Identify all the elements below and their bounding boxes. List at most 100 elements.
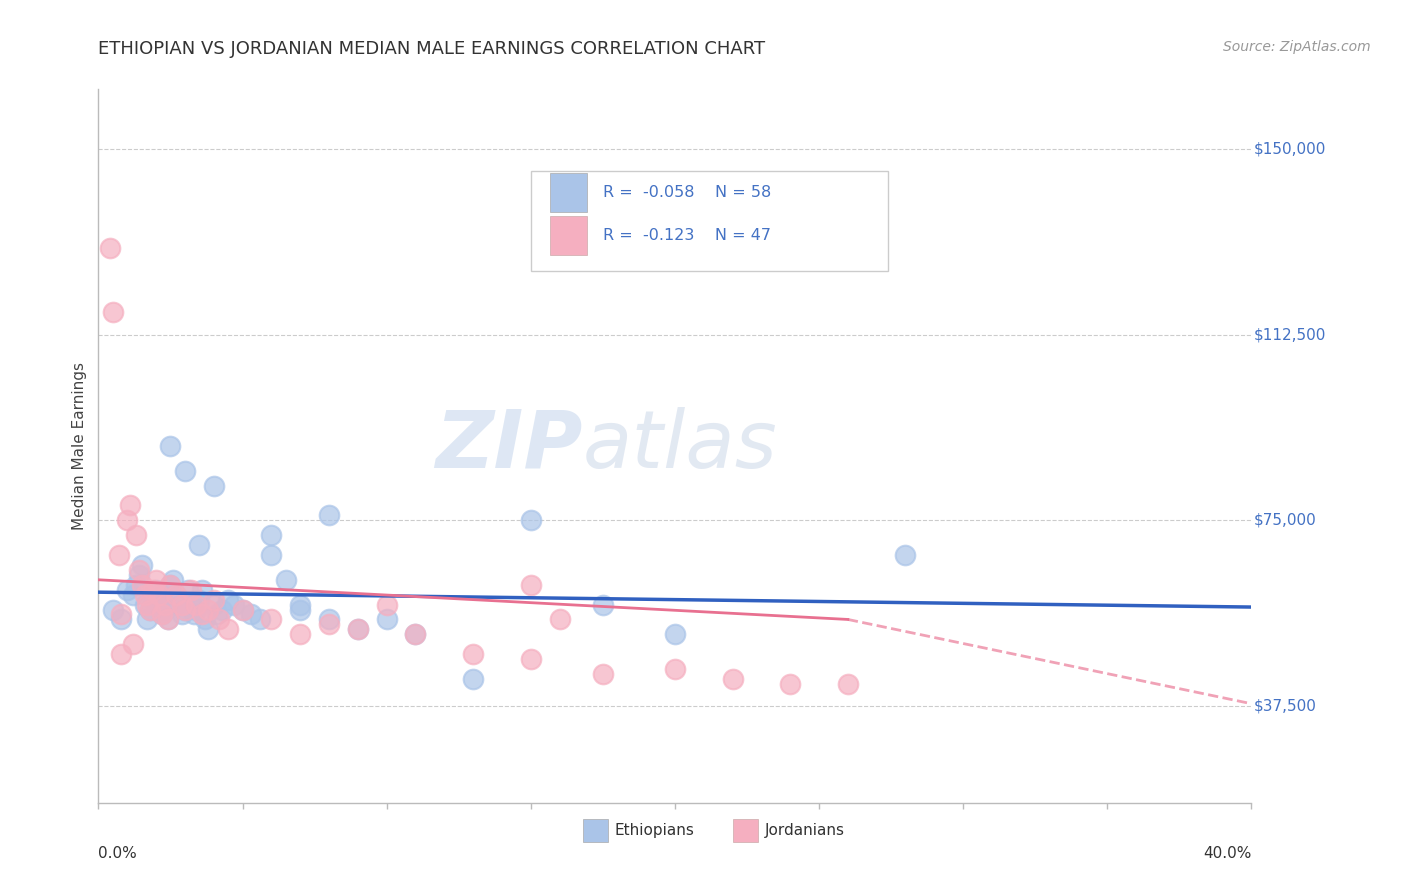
Point [125, 528, 148, 542]
Point [188, 538, 211, 552]
Point [290, 602, 312, 616]
Point [202, 592, 225, 607]
Point [202, 598, 225, 612]
Point [548, 612, 571, 626]
Text: R =  -0.123    N = 47: R = -0.123 N = 47 [603, 228, 772, 243]
Point [894, 548, 917, 562]
Point [162, 573, 184, 587]
Point [180, 582, 202, 597]
Point [222, 598, 245, 612]
Point [174, 602, 197, 616]
Point [174, 464, 197, 478]
Point [117, 513, 138, 527]
Bar [733, 819, 758, 842]
Point [779, 677, 801, 691]
Point [346, 623, 368, 637]
Point [177, 582, 200, 597]
Point [150, 588, 173, 602]
Text: $37,500: $37,500 [1254, 698, 1316, 714]
Point [150, 607, 173, 622]
Point [131, 578, 153, 592]
Point [231, 602, 254, 616]
Point [405, 627, 427, 641]
Point [142, 582, 165, 597]
Point [188, 592, 211, 607]
Point [134, 598, 156, 612]
Point [520, 578, 543, 592]
Point [260, 548, 283, 562]
Point [290, 627, 312, 641]
Point [139, 602, 162, 616]
Point [150, 607, 173, 622]
Point [153, 598, 176, 612]
Point [461, 647, 484, 661]
Point [260, 528, 283, 542]
Point [167, 598, 190, 612]
Text: 0.0%: 0.0% [98, 846, 138, 861]
Point [120, 499, 142, 513]
Point [125, 578, 148, 592]
Point [592, 598, 614, 612]
Text: $150,000: $150,000 [1254, 141, 1326, 156]
Point [191, 582, 214, 597]
Bar [582, 819, 607, 842]
Point [136, 598, 159, 612]
Point [186, 598, 208, 612]
Bar [550, 216, 588, 255]
Point [134, 588, 156, 602]
Point [101, 305, 124, 319]
Text: R =  -0.058    N = 58: R = -0.058 N = 58 [603, 186, 772, 200]
Text: 40.0%: 40.0% [1204, 846, 1251, 861]
Point [318, 612, 340, 626]
Point [148, 588, 170, 602]
Point [205, 607, 228, 622]
Point [217, 592, 239, 607]
Point [290, 598, 312, 612]
Point [148, 598, 170, 612]
Point [110, 647, 132, 661]
Point [197, 623, 219, 637]
Point [156, 612, 179, 626]
Point [170, 607, 193, 622]
Point [461, 672, 484, 686]
Text: ZIP: ZIP [436, 407, 582, 485]
Point [520, 652, 543, 666]
Point [318, 508, 340, 523]
Point [202, 478, 225, 492]
Point [217, 623, 239, 637]
Text: Jordanians: Jordanians [765, 823, 845, 838]
Point [180, 598, 202, 612]
Point [183, 607, 205, 622]
Point [240, 607, 263, 622]
Text: Ethiopians: Ethiopians [614, 823, 695, 838]
Point [274, 573, 297, 587]
Point [128, 563, 150, 577]
Point [186, 602, 208, 616]
Point [117, 582, 138, 597]
Text: $75,000: $75,000 [1254, 513, 1316, 528]
Point [405, 627, 427, 641]
Point [837, 677, 859, 691]
Point [592, 667, 614, 681]
Point [139, 602, 162, 616]
Point [145, 582, 167, 597]
Point [197, 602, 219, 616]
Point [664, 627, 686, 641]
Text: Source: ZipAtlas.com: Source: ZipAtlas.com [1223, 40, 1371, 54]
Point [375, 598, 398, 612]
Point [520, 513, 543, 527]
Point [231, 602, 254, 616]
Point [211, 602, 233, 616]
Point [142, 592, 165, 607]
Point [208, 612, 231, 626]
Point [346, 623, 368, 637]
Point [156, 612, 179, 626]
Point [122, 637, 145, 651]
Bar [550, 173, 588, 212]
Point [153, 602, 176, 616]
Point [165, 588, 187, 602]
Point [249, 612, 271, 626]
Point [260, 612, 283, 626]
Point [159, 578, 181, 592]
Point [110, 612, 132, 626]
